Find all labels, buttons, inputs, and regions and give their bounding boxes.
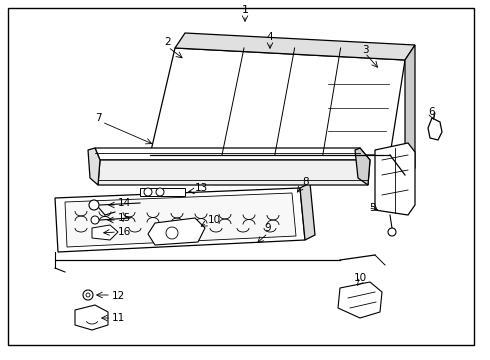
Text: 10: 10	[208, 215, 221, 225]
Circle shape	[166, 227, 178, 239]
Polygon shape	[150, 48, 405, 155]
Polygon shape	[140, 188, 185, 196]
Text: 11: 11	[112, 313, 125, 323]
Polygon shape	[148, 218, 205, 245]
Text: 10: 10	[353, 273, 367, 283]
Text: 6: 6	[428, 107, 435, 117]
Polygon shape	[95, 148, 370, 160]
Text: 16: 16	[118, 227, 131, 237]
Circle shape	[89, 200, 99, 210]
Polygon shape	[88, 148, 100, 185]
Text: 12: 12	[112, 291, 125, 301]
Text: 15: 15	[118, 213, 131, 223]
Polygon shape	[355, 148, 370, 185]
Circle shape	[86, 293, 90, 297]
Text: 2: 2	[165, 37, 172, 47]
Polygon shape	[428, 118, 442, 140]
Circle shape	[156, 188, 164, 196]
Polygon shape	[338, 282, 382, 318]
Circle shape	[388, 228, 396, 236]
Text: 7: 7	[95, 113, 101, 123]
Text: 8: 8	[302, 177, 309, 187]
Text: 9: 9	[265, 223, 271, 233]
Text: 13: 13	[195, 183, 208, 193]
Text: 3: 3	[362, 45, 368, 55]
Text: 14: 14	[118, 198, 131, 208]
Polygon shape	[75, 305, 108, 330]
Polygon shape	[98, 160, 370, 185]
Polygon shape	[175, 33, 415, 60]
Circle shape	[91, 216, 99, 224]
Text: 5: 5	[368, 203, 375, 213]
Text: 4: 4	[267, 32, 273, 42]
Polygon shape	[65, 193, 296, 247]
Text: 1: 1	[242, 5, 248, 15]
Circle shape	[83, 290, 93, 300]
Polygon shape	[92, 225, 118, 240]
Polygon shape	[405, 45, 415, 175]
Polygon shape	[300, 183, 315, 240]
Circle shape	[144, 188, 152, 196]
Polygon shape	[375, 143, 415, 215]
Polygon shape	[55, 188, 305, 252]
